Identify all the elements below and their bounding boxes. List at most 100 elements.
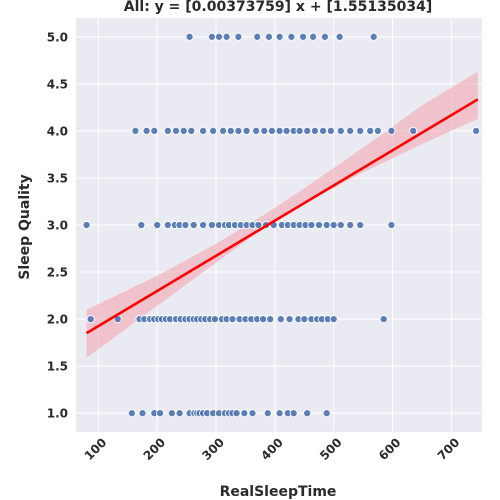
regression-line-layer	[85, 98, 479, 335]
y-tick-label: 3.5	[47, 171, 68, 185]
y-tick-label: 2.0	[47, 313, 68, 327]
data-point-68	[163, 220, 172, 230]
data-point-92	[322, 220, 331, 230]
data-point-129	[472, 126, 481, 135]
data-point-124	[356, 126, 365, 135]
data-point-95	[346, 220, 355, 230]
data-point-104	[187, 126, 196, 135]
confidence-band-layer	[86, 71, 478, 358]
data-point-112	[260, 126, 269, 135]
data-point-115	[282, 126, 291, 135]
data-point-73	[199, 220, 208, 230]
data-point-52	[259, 315, 268, 324]
data-point-93	[329, 220, 338, 230]
data-point-130	[185, 32, 194, 41]
data-point-141	[320, 32, 329, 41]
regression-line	[85, 98, 479, 335]
data-point-132	[214, 32, 224, 41]
data-point-114	[275, 126, 284, 135]
data-point-102	[171, 126, 181, 135]
data-point-110	[242, 126, 251, 135]
data-point-98	[131, 126, 140, 135]
data-point-44	[210, 315, 219, 324]
data-point-23	[289, 409, 298, 418]
data-point-5	[175, 409, 184, 418]
data-point-25	[322, 409, 331, 418]
data-point-72	[189, 220, 198, 230]
data-point-117	[295, 126, 304, 135]
data-point-140	[309, 32, 318, 41]
chart-title: All: y = [0.00373759] x + [1.55135034]	[124, 0, 432, 15]
data-point-139	[299, 32, 308, 41]
x-tick-label: 600	[376, 435, 404, 463]
data-point-105	[199, 126, 208, 135]
data-point-97	[387, 220, 396, 230]
data-point-143	[369, 32, 378, 41]
y-tick-label: 1.5	[47, 360, 68, 374]
y-tick-label: 2.5	[47, 266, 68, 280]
data-point-103	[179, 126, 188, 135]
data-point-1	[138, 409, 147, 418]
data-point-125	[366, 126, 375, 135]
points-layer	[82, 32, 481, 418]
data-point-4	[167, 409, 176, 418]
data-point-0	[127, 409, 136, 418]
confidence-band	[86, 71, 478, 358]
data-point-66	[137, 220, 146, 230]
y-tick-label: 4.0	[47, 124, 68, 138]
data-point-123	[346, 126, 355, 135]
data-point-107	[219, 126, 228, 135]
data-point-55	[285, 315, 294, 324]
data-point-136	[264, 32, 274, 41]
data-point-74	[207, 220, 216, 230]
y-tick-label: 4.5	[47, 77, 68, 91]
data-point-19	[248, 409, 257, 418]
data-point-134	[234, 32, 243, 41]
y-tick-label: 1.0	[47, 407, 68, 421]
x-tick-label: 100	[82, 435, 110, 463]
data-point-57	[300, 315, 309, 324]
x-tick-label: 200	[141, 435, 169, 463]
x-tick-label: 400	[258, 435, 286, 463]
data-point-101	[163, 126, 172, 135]
data-point-18	[240, 409, 249, 418]
data-point-82	[254, 220, 263, 230]
data-point-71	[181, 220, 190, 230]
data-point-91	[314, 220, 324, 230]
data-point-64	[86, 315, 95, 324]
data-point-111	[252, 126, 261, 135]
data-point-17	[232, 409, 241, 418]
data-point-128	[409, 126, 418, 135]
data-point-65	[82, 220, 91, 230]
data-point-62	[329, 315, 338, 324]
data-point-118	[303, 126, 312, 135]
data-point-137	[275, 32, 284, 41]
data-point-109	[234, 126, 243, 135]
y-tick-labels: 1.0 1.5 2.0 2.5 3.0 3.5 4.0 4.5 5.0	[47, 30, 68, 420]
y-tick-label: 3.0	[47, 219, 68, 233]
x-tick-label: 700	[435, 435, 463, 463]
data-point-99	[142, 126, 151, 135]
data-point-90	[307, 220, 316, 230]
data-point-94	[336, 220, 345, 230]
data-point-24	[303, 409, 312, 418]
data-point-138	[287, 32, 296, 41]
data-point-133	[222, 32, 231, 41]
data-point-121	[326, 126, 335, 135]
data-point-21	[275, 409, 284, 418]
x-tick-label: 300	[199, 435, 227, 463]
data-point-108	[226, 126, 235, 135]
data-point-63	[379, 315, 388, 324]
data-point-126	[373, 126, 382, 135]
data-point-122	[336, 126, 345, 135]
data-point-53	[266, 315, 275, 324]
data-point-135	[253, 32, 262, 41]
data-point-131	[207, 32, 216, 41]
data-point-47	[228, 315, 237, 324]
data-point-119	[310, 126, 319, 135]
data-point-127	[387, 126, 396, 135]
x-tick-labels: 100 200 300 400 500 600 700	[82, 435, 463, 463]
x-axis-label: RealSleepTime	[220, 484, 337, 500]
